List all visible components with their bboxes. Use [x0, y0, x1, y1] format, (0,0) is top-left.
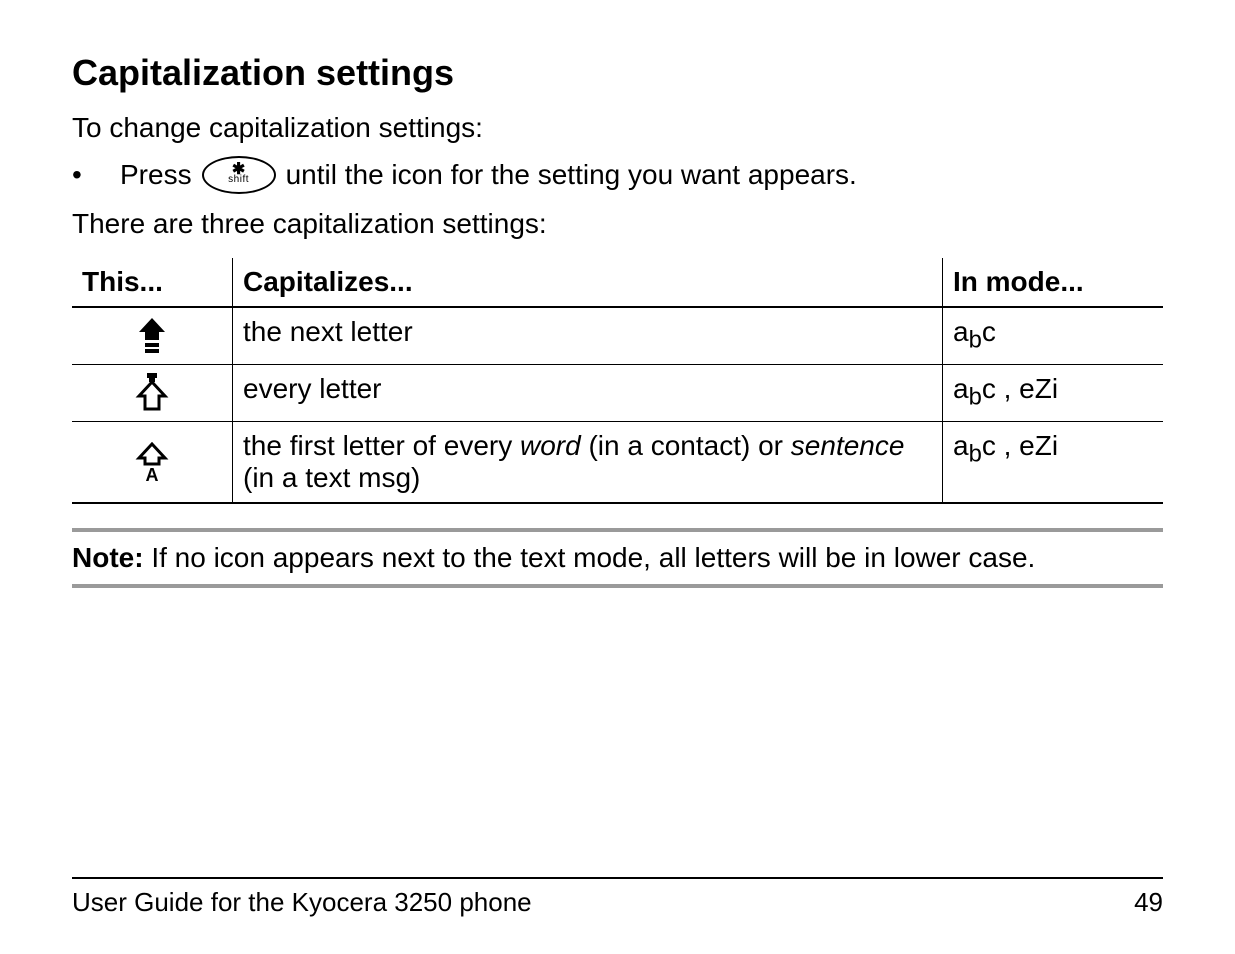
bullet-marker: • — [72, 159, 120, 191]
table-header-row: This... Capitalizes... In mode... — [72, 258, 1163, 307]
section-heading: Capitalization settings — [72, 52, 1163, 94]
page-footer: User Guide for the Kyocera 3250 phone 49 — [72, 877, 1163, 918]
table-row: Athe first letter of every word (in a co… — [72, 422, 1163, 504]
shift-key-label: shift — [228, 175, 249, 185]
capitalizes-cell: the first letter of every word (in a con… — [233, 422, 943, 504]
shift-next-icon — [72, 307, 233, 365]
press-label-before: Press — [120, 159, 192, 191]
header-capitalizes: Capitalizes... — [233, 258, 943, 307]
header-this: This... — [72, 258, 233, 307]
press-label-after: until the icon for the setting you want … — [286, 159, 857, 191]
footer-page-number: 49 — [1134, 887, 1163, 918]
mode-cell: abc — [943, 307, 1164, 365]
mode-cell: abc , eZi — [943, 365, 1164, 422]
table-row: every letterabc , eZi — [72, 365, 1163, 422]
note-block: Note: If no icon appears next to the tex… — [72, 528, 1163, 588]
footer-guide-title: User Guide for the Kyocera 3250 phone — [72, 887, 532, 918]
shift-all-icon — [72, 365, 233, 422]
capitalization-table: This... Capitalizes... In mode... the ne… — [72, 258, 1163, 504]
note-label: Note: — [72, 542, 144, 573]
header-mode: In mode... — [943, 258, 1164, 307]
note-text: If no icon appears next to the text mode… — [144, 542, 1036, 573]
svg-text:A: A — [146, 465, 159, 482]
page: Capitalization settings To change capita… — [0, 0, 1235, 954]
bullet-line: • Press ✱ shift until the icon for the s… — [72, 156, 1163, 194]
shift-key-icon: ✱ shift — [202, 156, 276, 194]
table-row: the next letterabc — [72, 307, 1163, 365]
shift-word-icon: A — [72, 422, 233, 504]
capitalizes-cell: every letter — [233, 365, 943, 422]
mode-cell: abc , eZi — [943, 422, 1164, 504]
capitalizes-cell: the next letter — [233, 307, 943, 365]
subintro-text: There are three capitalization settings: — [72, 208, 1163, 240]
intro-text: To change capitalization settings: — [72, 112, 1163, 144]
